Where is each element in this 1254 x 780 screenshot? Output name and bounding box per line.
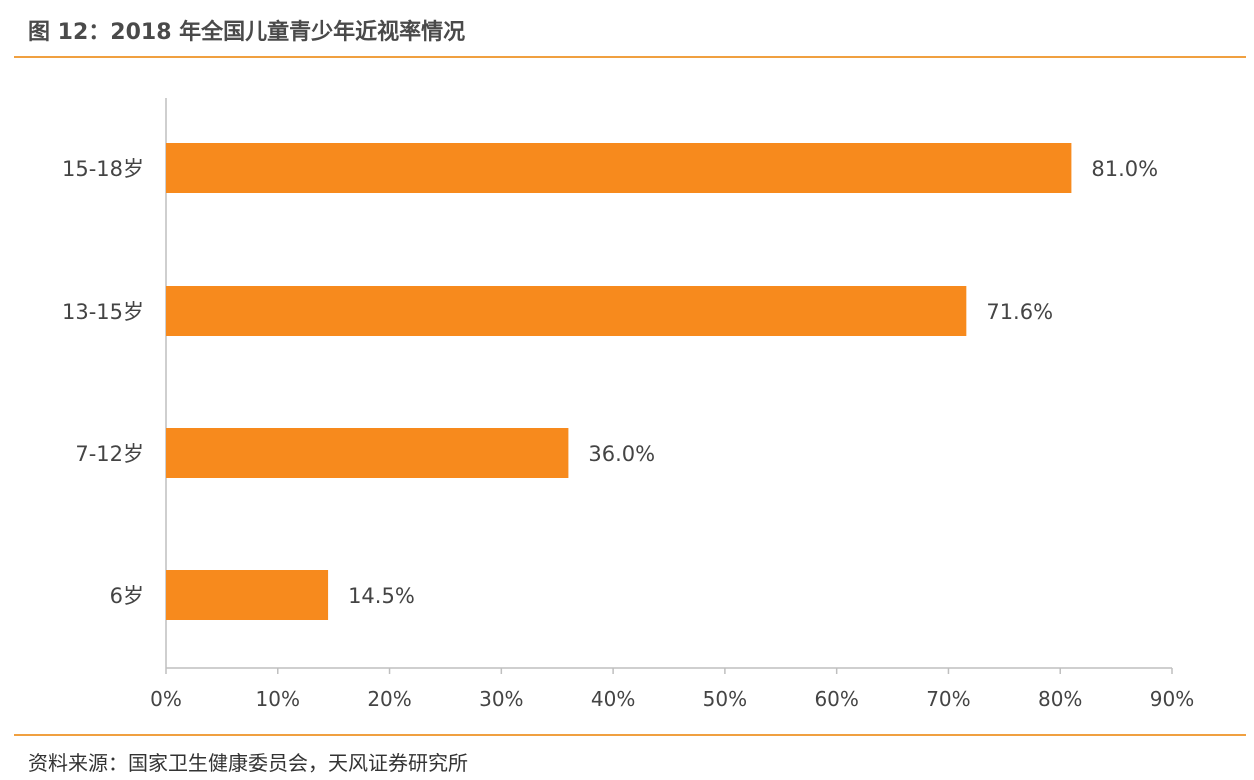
- chart-title: 图 12：2018 年全国儿童青少年近视率情况: [28, 20, 466, 45]
- value-label: 81.0%: [1091, 157, 1158, 181]
- x-tick-label: 10%: [256, 687, 300, 711]
- x-tick-label: 70%: [926, 687, 970, 711]
- x-tick-label: 20%: [367, 687, 411, 711]
- bar: [166, 143, 1072, 193]
- category-label: 6岁: [110, 584, 144, 608]
- value-label: 71.6%: [986, 300, 1053, 324]
- x-tick-label: 0%: [150, 687, 182, 711]
- bar: [166, 570, 329, 620]
- x-tick-label: 80%: [1038, 687, 1082, 711]
- value-label: 36.0%: [588, 442, 655, 466]
- bar: [166, 286, 967, 336]
- bar: [166, 428, 569, 478]
- category-label: 15-18岁: [62, 157, 144, 181]
- top-divider: [14, 56, 1246, 58]
- bottom-divider: [14, 734, 1246, 736]
- bar-chart: 0% 10% 20% 30% 40% 50% 60% 70% 80% 90% 15-18岁 81.0%…: [62, 98, 1194, 711]
- category-label: 7-12岁: [75, 442, 144, 466]
- x-tick-label: 60%: [814, 687, 858, 711]
- value-label: 14.5%: [348, 584, 415, 608]
- x-tick-label: 50%: [703, 687, 747, 711]
- x-tick-label: 90%: [1150, 687, 1194, 711]
- category-label: 13-15岁: [62, 300, 144, 324]
- x-tick-label: 40%: [591, 687, 635, 711]
- source-note: 资料来源：国家卫生健康委员会，天风证券研究所: [28, 751, 468, 775]
- x-tick-label: 30%: [479, 687, 523, 711]
